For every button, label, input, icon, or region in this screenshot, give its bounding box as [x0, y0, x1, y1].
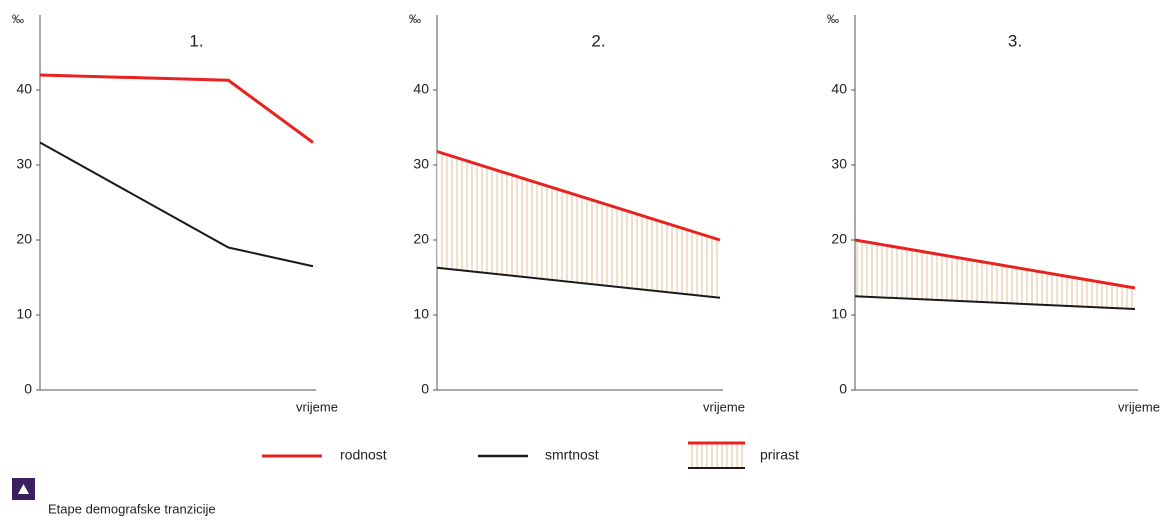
caption: Etape demografske tranzicije [48, 501, 216, 516]
x-axis-label: vrijeme [703, 399, 745, 414]
chart-title: 1. [189, 31, 203, 50]
y-tick-label: 30 [831, 156, 847, 172]
line [39, 141, 314, 268]
y-tick-label: 40 [831, 81, 847, 97]
x-axis-label: vrijeme [1118, 399, 1160, 414]
legend-label: rodnost [340, 447, 387, 463]
prirast-area [855, 240, 1135, 309]
chart-title: 3. [1008, 31, 1022, 50]
y-tick-label: 10 [831, 306, 847, 322]
legend-label: prirast [760, 447, 799, 463]
x-axis-label: vrijeme [296, 399, 338, 414]
y-tick-label: 0 [24, 381, 32, 397]
y-tick-label: 0 [421, 381, 429, 397]
line [39, 73, 314, 144]
legend-label: smrtnost [545, 447, 599, 463]
y-tick-label: 10 [413, 306, 429, 322]
chart-title: 2. [591, 31, 605, 50]
line [854, 295, 1136, 310]
y-tick-label: 10 [16, 306, 32, 322]
y-axis-label: ‰ [12, 12, 24, 26]
y-tick-label: 20 [413, 231, 429, 247]
y-axis-label: ‰ [409, 12, 421, 26]
y-tick-label: 20 [16, 231, 32, 247]
line [436, 266, 721, 299]
y-tick-label: 20 [831, 231, 847, 247]
line [436, 150, 721, 242]
y-axis-label: ‰ [827, 12, 839, 26]
legend-swatch [688, 443, 745, 468]
caption-icon [18, 484, 29, 494]
y-tick-label: 40 [413, 81, 429, 97]
y-tick-label: 40 [16, 81, 32, 97]
y-tick-label: 0 [839, 381, 847, 397]
line [854, 238, 1136, 290]
y-tick-label: 30 [413, 156, 429, 172]
prirast-area [437, 151, 720, 298]
y-tick-label: 30 [16, 156, 32, 172]
